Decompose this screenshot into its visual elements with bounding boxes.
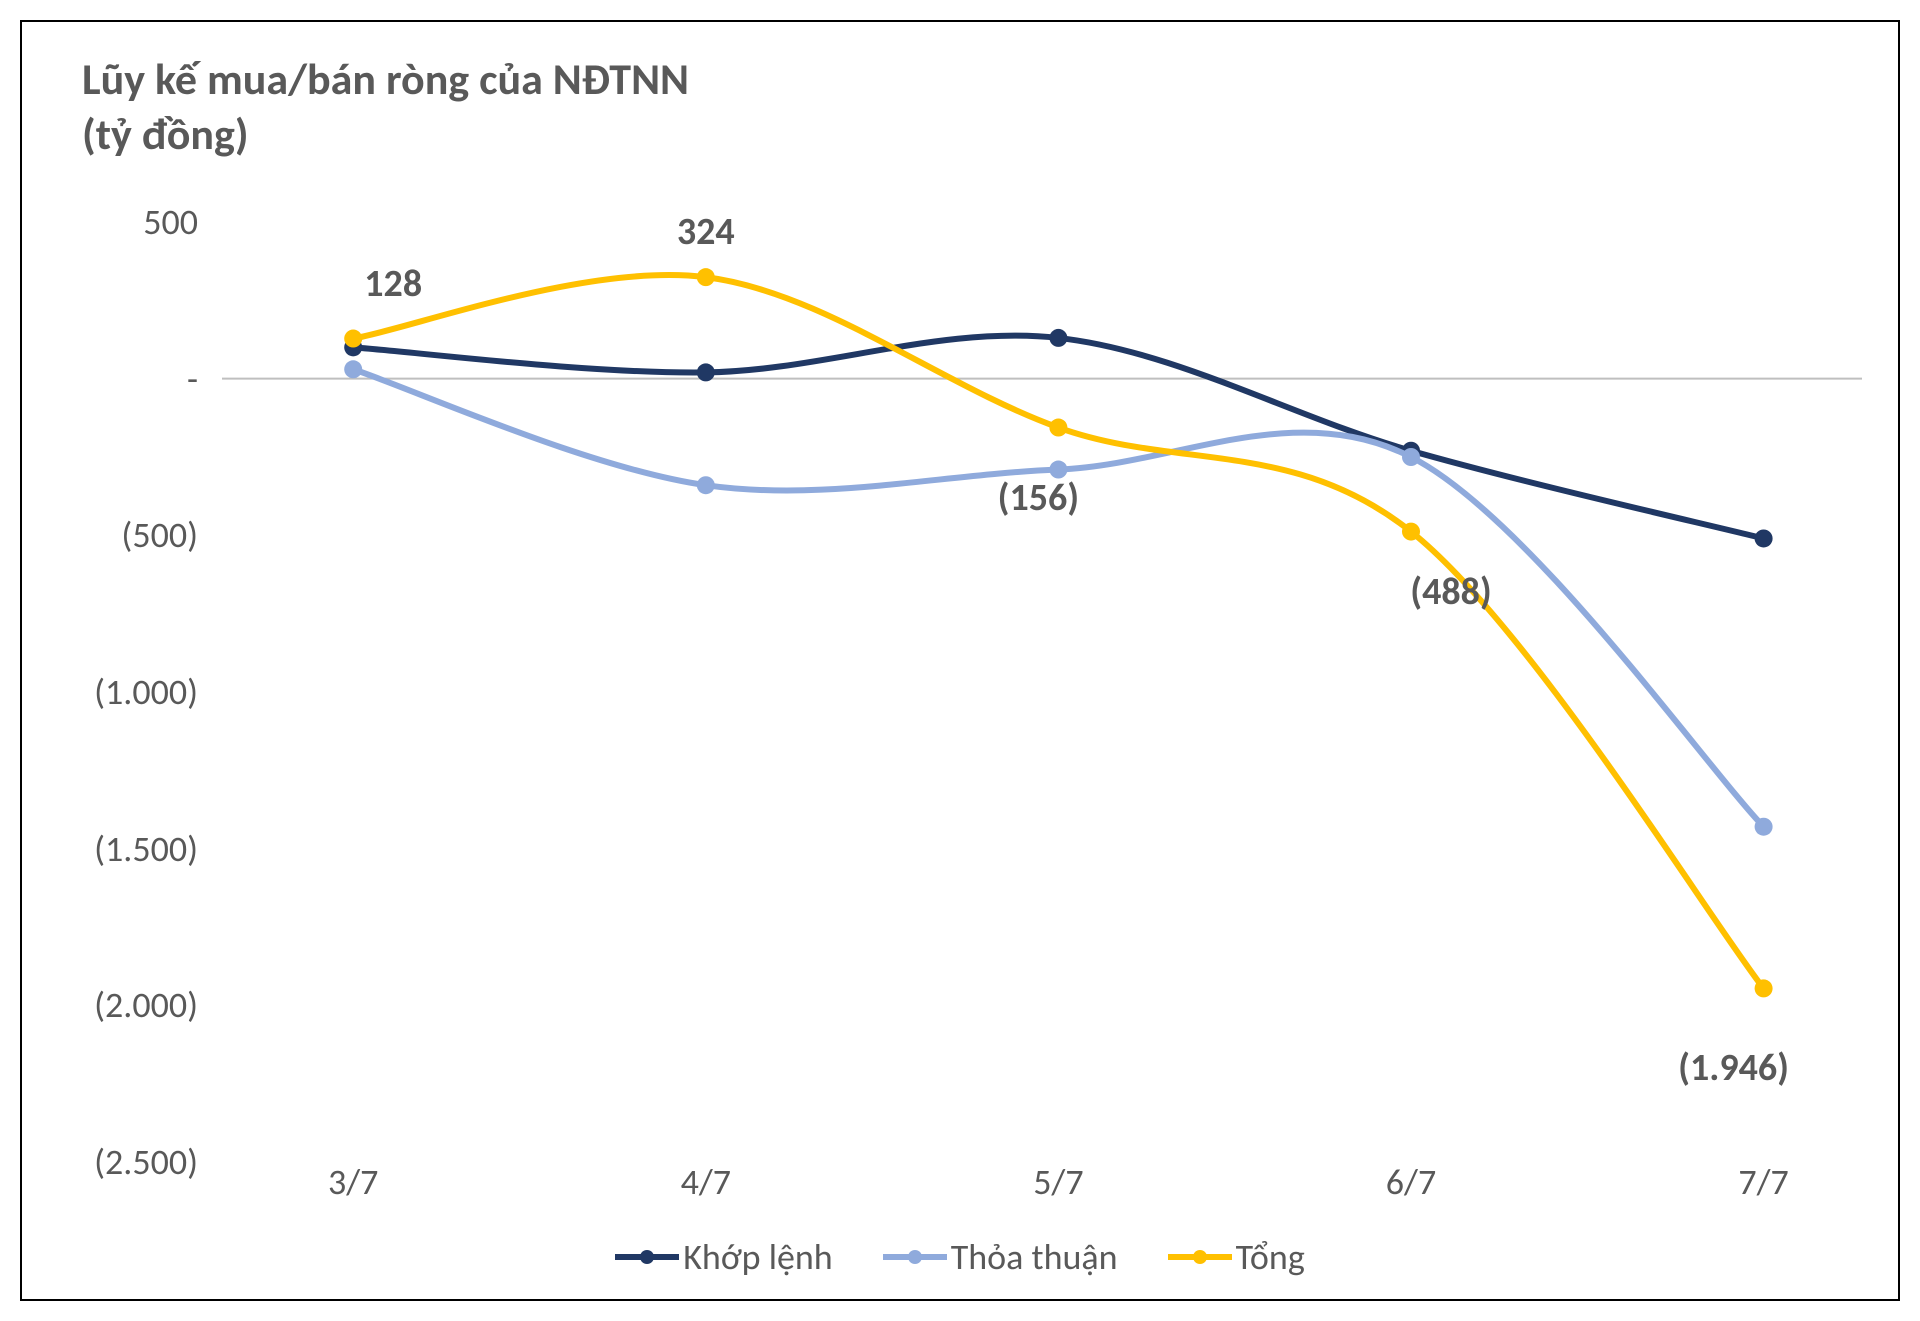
x-tick-label: 5/7 xyxy=(1033,1160,1083,1204)
series-marker xyxy=(1755,979,1773,997)
x-tick-label: 4/7 xyxy=(681,1160,731,1204)
chart-svg xyxy=(222,222,1862,1162)
y-tick-label: 500 xyxy=(28,200,198,244)
data-label: 128 xyxy=(364,261,422,307)
legend: Khớp lệnh Thỏa thuận Tổng xyxy=(22,1235,1898,1279)
plot-area: 128324(156)(488)(1.946) xyxy=(222,222,1862,1162)
series-marker xyxy=(1755,818,1773,836)
legend-item: Khớp lệnh xyxy=(615,1235,832,1279)
series-marker xyxy=(1402,448,1420,466)
series-marker xyxy=(697,476,715,494)
x-tick-label: 7/7 xyxy=(1738,1160,1788,1204)
x-tick-label: 6/7 xyxy=(1386,1160,1436,1204)
data-label: (156) xyxy=(998,475,1079,521)
y-tick-label: (1.000) xyxy=(28,670,198,714)
legend-item: Thỏa thuận xyxy=(883,1235,1118,1279)
series-line xyxy=(353,369,1763,826)
series-marker xyxy=(344,360,362,378)
series-line xyxy=(353,275,1763,988)
series-marker xyxy=(344,330,362,348)
legend-item: Tổng xyxy=(1168,1235,1305,1279)
y-tick-label: - xyxy=(28,357,198,401)
series-marker xyxy=(1049,419,1067,437)
x-tick-label: 3/7 xyxy=(328,1160,378,1204)
chart-title: Lũy kế mua/bán ròng của NĐTNN (tỷ đồng) xyxy=(82,52,689,162)
series-marker xyxy=(1402,523,1420,541)
y-tick-label: (2.000) xyxy=(28,983,198,1027)
legend-label: Thỏa thuận xyxy=(951,1235,1118,1279)
legend-label: Khớp lệnh xyxy=(683,1235,832,1279)
series-marker xyxy=(697,268,715,286)
legend-label: Tổng xyxy=(1236,1235,1305,1279)
series-marker xyxy=(1755,529,1773,547)
legend-swatch xyxy=(883,1241,947,1273)
legend-swatch xyxy=(615,1241,679,1273)
y-tick-label: (2.500) xyxy=(28,1140,198,1184)
data-label: (1.946) xyxy=(1678,1045,1789,1091)
y-tick-label: (1.500) xyxy=(28,827,198,871)
chart-frame: Lũy kế mua/bán ròng của NĐTNN (tỷ đồng) … xyxy=(20,20,1900,1301)
data-label: (488) xyxy=(1410,569,1491,615)
y-tick-label: (500) xyxy=(28,513,198,557)
series-marker xyxy=(1049,329,1067,347)
data-label: 324 xyxy=(677,209,735,255)
legend-swatch xyxy=(1168,1241,1232,1273)
series-marker xyxy=(697,363,715,381)
